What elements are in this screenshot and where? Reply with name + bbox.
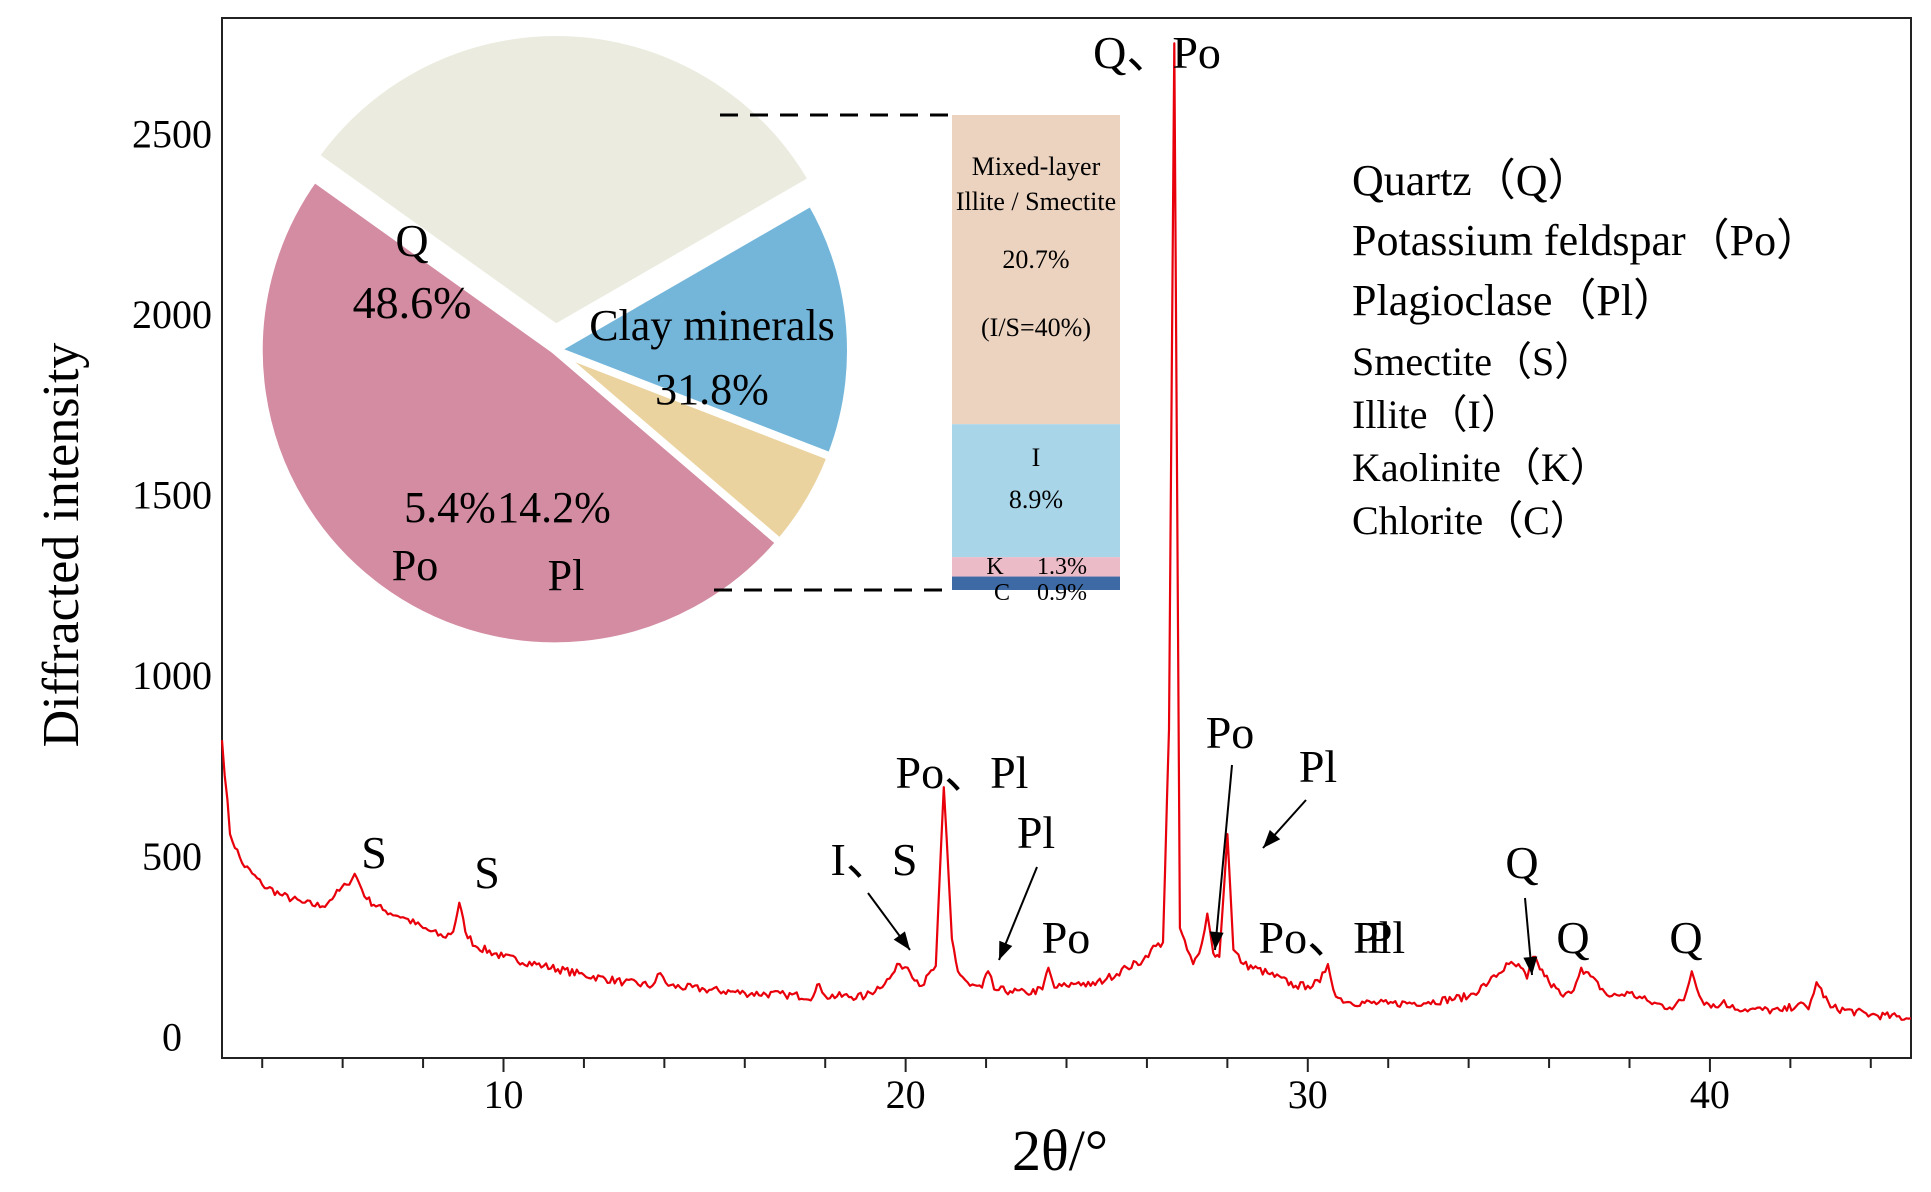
stack-value: 0.9%	[1037, 580, 1087, 606]
peak-label: S	[474, 847, 500, 898]
stack-segment	[952, 557, 1120, 577]
y-axis: 0 500 1000 1500 2000 2500	[132, 112, 212, 1060]
legend-item: Kaolinite（K）	[1352, 445, 1610, 490]
pie-label: Clay minerals	[589, 301, 835, 350]
legend-item: Plagioclase（Pl）	[1352, 276, 1677, 325]
y-tick-label: 2500	[132, 112, 212, 157]
legend-item: Potassium feldspar（Po）	[1352, 216, 1820, 265]
peak-label: Po	[1042, 912, 1091, 963]
legend-item: Illite（I）	[1352, 392, 1521, 437]
mineral-legend: Quartz（Q） Potassium feldspar（Po） Plagiocla…	[1352, 156, 1820, 543]
x-tick-label: 40	[1690, 1072, 1730, 1117]
stack-label: Mixed-layer	[972, 152, 1101, 181]
stack-value: 8.9%	[1009, 485, 1063, 514]
peak-label: Q	[1505, 837, 1538, 888]
y-tick-label: 1500	[132, 473, 212, 518]
pie-slice	[311, 28, 817, 333]
stack-segment	[952, 576, 1120, 590]
x-tick-label: 20	[886, 1072, 926, 1117]
clay-stacked-bar: Mixed-layer Illite / Smectite 20.7% (I/S=40…	[714, 113, 1120, 606]
arrow-head	[1523, 956, 1538, 975]
y-axis-label: Diffracted intensity	[33, 343, 90, 748]
pie-label: Po	[392, 541, 438, 590]
peak-label: Q、Po	[1093, 27, 1221, 78]
stack-label: K	[986, 554, 1004, 580]
pie-slice	[551, 198, 855, 461]
x-tick-label: 30	[1288, 1072, 1328, 1117]
stack-label: Illite / Smectite	[956, 187, 1116, 216]
x-axis-label: 2θ/°	[1012, 1118, 1108, 1183]
peak-label: Pl	[1367, 912, 1405, 963]
arrow-head	[1209, 931, 1224, 950]
x-axis: 10 20 30 40	[261, 1058, 1872, 1117]
stack-label: I	[1032, 443, 1041, 472]
stack-segment	[952, 115, 1120, 425]
pie-label: 48.6%	[353, 277, 472, 328]
x-tick-label: 10	[484, 1072, 524, 1117]
y-tick-label: 2000	[132, 292, 212, 337]
pie-label: 31.8%	[655, 365, 769, 414]
y-tick-label: 0	[162, 1014, 182, 1059]
stack-segment	[952, 424, 1120, 558]
peak-label: Po、Pl	[1259, 912, 1392, 963]
y-tick-label: 1000	[132, 653, 212, 698]
series-line	[220, 42, 1912, 1021]
peak-label: S	[361, 827, 387, 878]
stack-label: C	[994, 580, 1010, 606]
pie-slice	[254, 174, 784, 651]
pie-label: 5.4%	[404, 483, 496, 532]
peak-label: I、S	[831, 834, 918, 885]
arrow-head	[999, 940, 1013, 960]
peak-label: Pl	[1017, 807, 1055, 858]
peak-arrows	[867, 764, 1538, 976]
legend-item: Smectite（S）	[1352, 339, 1594, 384]
arrow-line	[1214, 764, 1233, 951]
pie-chart: Q 48.6% Po 5.4% Pl 14.2% Clay minerals 31.8%	[254, 28, 855, 651]
peak-label: Q	[1556, 912, 1589, 963]
peak-label: Pl	[1299, 741, 1337, 792]
peak-label: Q	[1669, 912, 1702, 963]
stack-value: 1.3%	[1037, 554, 1087, 580]
stack-value: 20.7%	[1002, 245, 1069, 274]
arrow-head	[1263, 829, 1281, 848]
pie-label: Q	[395, 215, 428, 266]
stack-note: (I/S=40%)	[981, 313, 1091, 342]
legend-item: Chlorite（C）	[1352, 498, 1590, 543]
pie-label: Pl	[548, 551, 585, 600]
peak-label: Po	[1206, 707, 1255, 758]
legend-item: Quartz（Q）	[1352, 156, 1592, 205]
y-tick-label: 500	[142, 834, 202, 879]
peak-label: Po、Pl	[896, 747, 1029, 798]
pie-label: 14.2%	[497, 483, 611, 532]
arrow-head	[893, 931, 910, 950]
